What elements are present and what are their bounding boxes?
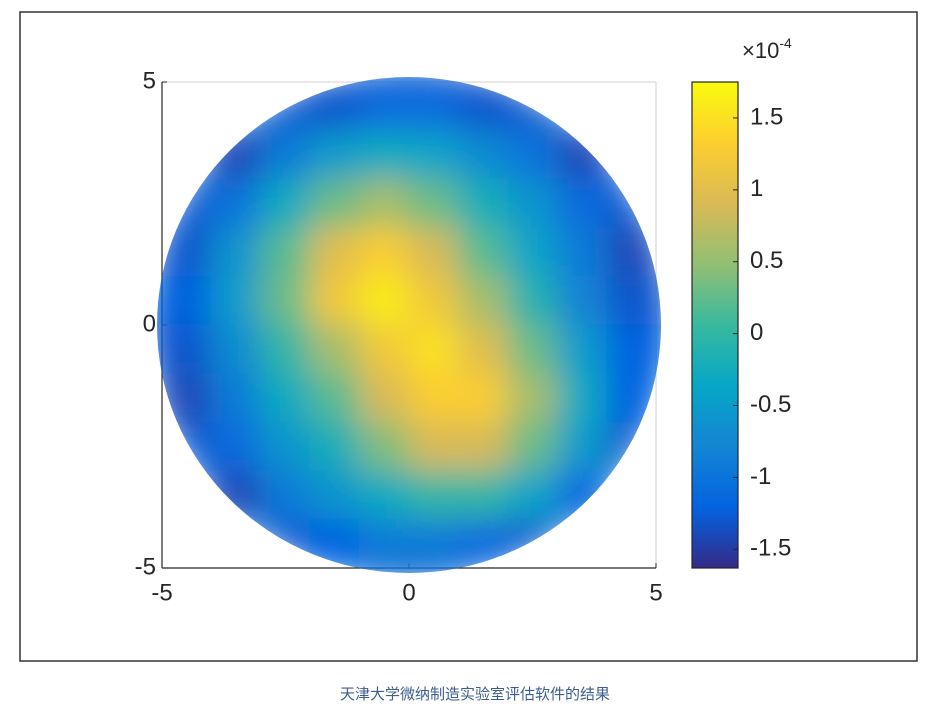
heatmap-cell <box>210 275 262 326</box>
heatmap-cell <box>359 81 410 132</box>
heatmap-cell <box>457 178 509 229</box>
heatmap-cell <box>556 227 608 277</box>
heatmap-cell <box>309 275 361 326</box>
heatmap-cell <box>359 130 410 180</box>
y-tick-label: 0 <box>143 310 156 337</box>
heatmap <box>157 77 661 573</box>
heatmap-cell <box>408 130 459 180</box>
heatmap-cell <box>457 275 509 326</box>
heatmap-cell <box>408 518 459 569</box>
colorbar-tick-label: -0.5 <box>750 391 791 418</box>
heatmap-cell <box>210 324 262 375</box>
heatmap-cell <box>260 130 311 180</box>
heatmap-cell <box>408 373 459 423</box>
heatmap-cell <box>260 421 311 472</box>
y-tick-label: -5 <box>135 553 156 580</box>
heatmap-cell <box>556 324 608 375</box>
colorbar-tick-label: 0 <box>750 319 763 346</box>
heatmap-cell <box>161 275 212 326</box>
heatmap-cell <box>359 227 410 277</box>
heatmap-cell <box>161 324 212 375</box>
heatmap-cell <box>507 178 558 229</box>
heatmap-cell <box>457 130 509 180</box>
heatmap-cell <box>260 275 311 326</box>
colorbar-tick-label: 1 <box>750 175 763 202</box>
heatmap-cell <box>606 275 657 326</box>
heatmap-cell <box>457 421 509 472</box>
heatmap-cell <box>408 421 459 472</box>
heatmap-cell <box>359 178 410 229</box>
y-tick-label: 5 <box>143 67 156 94</box>
heatmap-cell <box>507 421 558 472</box>
heatmap-cell <box>359 518 410 569</box>
heatmap-cell <box>408 470 459 520</box>
heatmap-cell <box>556 275 608 326</box>
heatmap-cell <box>359 324 410 375</box>
heatmap-cell <box>359 421 410 472</box>
heatmap-cell <box>210 421 262 472</box>
heatmap-cell <box>507 470 558 520</box>
heatmap-cell <box>260 324 311 375</box>
heatmap-cell <box>309 421 361 472</box>
heatmap-cell <box>309 324 361 375</box>
heatmap-cell <box>210 373 262 423</box>
heatmap-cell <box>457 227 509 277</box>
heatmap-cell <box>260 373 311 423</box>
heatmap-cell <box>457 470 509 520</box>
heatmap-cell <box>408 324 459 375</box>
heatmap-cell <box>408 178 459 229</box>
heatmap-cell <box>210 178 262 229</box>
colorbar-tick-label: 0.5 <box>750 247 783 274</box>
caption: 天津大学微纳制造实验室评估软件的结果 <box>340 686 610 703</box>
heatmap-cell <box>309 470 361 520</box>
heatmap-cell <box>408 81 459 132</box>
heatmap-cell <box>260 178 311 229</box>
heatmap-cell <box>556 373 608 423</box>
heatmap-cell <box>507 227 558 277</box>
heatmap-cell <box>507 275 558 326</box>
heatmap-cell <box>359 373 410 423</box>
heatmap-cell <box>507 324 558 375</box>
heatmap-cell <box>210 227 262 277</box>
colorbar-tick-label: -1 <box>750 463 771 490</box>
colorbar-tick-label: 1.5 <box>750 103 783 130</box>
x-tick-label: -5 <box>151 579 172 606</box>
heatmap-cell <box>309 130 361 180</box>
heatmap-cell <box>556 178 608 229</box>
heatmap-cell <box>408 227 459 277</box>
x-tick-label: 0 <box>402 579 415 606</box>
heatmap-cell <box>359 470 410 520</box>
colorbar-multiplier: ×10-4 <box>742 35 792 63</box>
heatmap-cell <box>309 227 361 277</box>
x-tick-label: 5 <box>649 579 662 606</box>
heatmap-cell <box>408 275 459 326</box>
colorbar-gradient <box>691 81 739 569</box>
heatmap-cell <box>457 373 509 423</box>
heatmap-cell <box>507 130 558 180</box>
heatmap-cell <box>260 470 311 520</box>
heatmap-cell <box>457 324 509 375</box>
heatmap-cell <box>507 373 558 423</box>
heatmap-cell <box>260 227 311 277</box>
heatmap-cell <box>309 178 361 229</box>
heatmap-cell <box>309 373 361 423</box>
colorbar: -1.5 -1 -0.5 0 0.5 1 1.5 <box>691 81 791 569</box>
heatmap-cell <box>359 275 410 326</box>
heatmap-cell <box>556 421 608 472</box>
heatmap-cell <box>606 324 657 375</box>
colorbar-tick-label: -1.5 <box>750 535 791 562</box>
